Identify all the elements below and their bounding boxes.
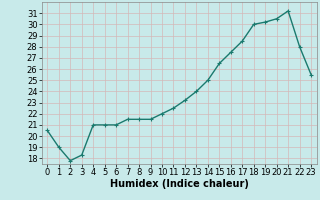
X-axis label: Humidex (Indice chaleur): Humidex (Indice chaleur) [110,179,249,189]
